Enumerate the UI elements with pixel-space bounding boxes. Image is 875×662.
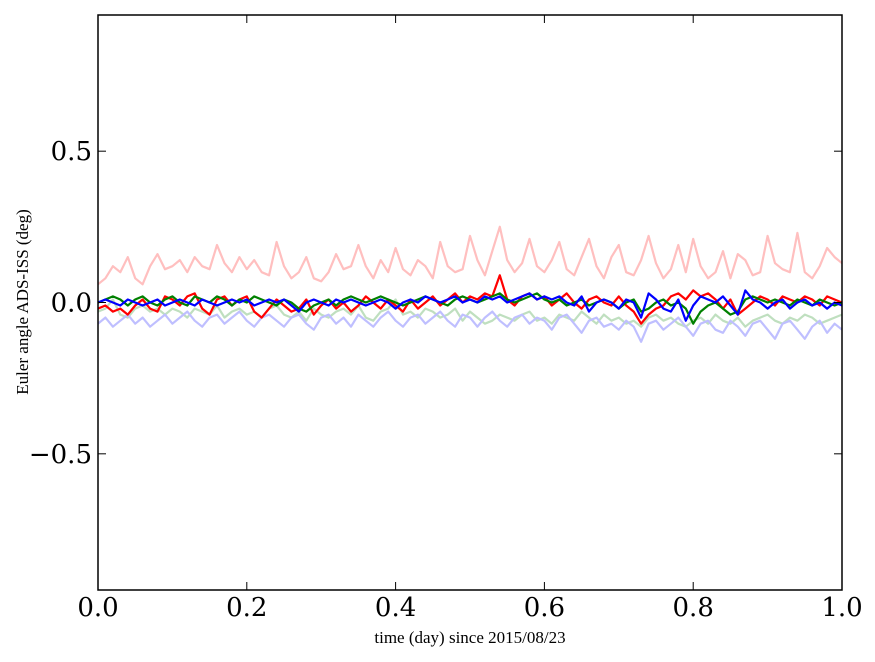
y-tick-label: 0.0 xyxy=(51,289,92,319)
x-tick-label: 0.2 xyxy=(226,593,267,623)
plot-area: 0.0 0.2 0.4 0.6 0.8 1.0 −0.5 0.0 0.5 xyxy=(29,14,863,623)
series-line-3 xyxy=(98,310,842,343)
series-layer xyxy=(98,225,842,343)
x-axis-label: time (day) since 2015/08/23 xyxy=(374,628,565,647)
y-axis-label: Euler angle ADS-ISS (deg) xyxy=(13,209,32,395)
x-tick-label: 0.8 xyxy=(673,593,714,623)
y-tick-label: 0.5 xyxy=(51,137,92,167)
series-line-1 xyxy=(98,225,842,286)
tick-layer: 0.0 0.2 0.4 0.6 0.8 1.0 −0.5 0.0 0.5 xyxy=(29,15,863,623)
x-tick-label: 0.6 xyxy=(524,593,565,623)
x-tick-label: 1.0 xyxy=(821,593,862,623)
x-tick-label: 0.0 xyxy=(77,593,118,623)
series-line-2 xyxy=(98,298,842,328)
x-tick-label: 0.4 xyxy=(375,593,416,623)
y-tick-label: −0.5 xyxy=(29,440,92,470)
series-line-6 xyxy=(98,289,842,322)
